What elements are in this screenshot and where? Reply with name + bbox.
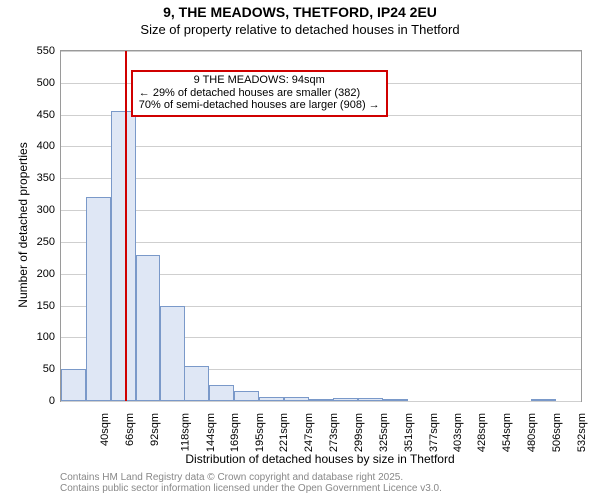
x-tick-label: 506sqm [551, 407, 563, 452]
x-tick-label: 428sqm [476, 407, 488, 452]
histogram-bar [309, 399, 334, 401]
x-tick-label: 351sqm [403, 407, 415, 452]
y-tick-label: 150 [37, 300, 61, 312]
gridline [61, 242, 581, 243]
y-tick-label: 250 [37, 236, 61, 248]
x-tick-label: 169sqm [229, 407, 241, 452]
x-tick-label: 118sqm [179, 407, 191, 451]
histogram-bar [61, 369, 86, 401]
x-tick-label: 195sqm [254, 407, 266, 452]
plot-area: 05010015020025030035040045050055040sqm66… [60, 50, 582, 402]
chart-title: 9, THE MEADOWS, THETFORD, IP24 2EU [0, 4, 600, 20]
x-tick-label: 247sqm [303, 407, 315, 452]
y-tick-label: 0 [49, 395, 61, 407]
histogram-bar [184, 366, 209, 401]
histogram-bar [531, 399, 556, 401]
histogram-bar [358, 398, 383, 401]
histogram-bar [86, 197, 111, 401]
annotation-line: ← 29% of detached houses are smaller (38… [139, 87, 380, 100]
x-tick-label: 40sqm [99, 407, 111, 446]
marker-line [125, 51, 127, 401]
x-tick-label: 454sqm [501, 407, 513, 452]
gridline [61, 210, 581, 211]
annotation-line: 9 THE MEADOWS: 94sqm [139, 74, 380, 87]
y-tick-label: 500 [37, 77, 61, 89]
footer-line: Contains HM Land Registry data © Crown c… [60, 472, 580, 483]
histogram-bar [259, 397, 284, 401]
y-tick-label: 400 [37, 140, 61, 152]
footer-line: Contains public sector information licen… [60, 483, 580, 494]
gridline [61, 401, 581, 402]
y-tick-label: 300 [37, 204, 61, 216]
histogram-bar [160, 306, 185, 401]
x-tick-label: 299sqm [353, 407, 365, 452]
annotation-line: 70% of semi-detached houses are larger (… [139, 99, 380, 112]
histogram-bar [333, 398, 358, 401]
y-tick-label: 450 [37, 109, 61, 121]
gridline [61, 51, 581, 52]
y-tick-label: 550 [37, 45, 61, 57]
histogram-bar [111, 111, 136, 401]
annotation-box: 9 THE MEADOWS: 94sqm← 29% of detached ho… [131, 70, 388, 117]
x-tick-label: 403sqm [453, 407, 465, 452]
histogram-bar [209, 385, 234, 401]
y-tick-label: 350 [37, 172, 61, 184]
histogram-bar [234, 391, 259, 401]
histogram-bar [284, 397, 309, 401]
x-tick-label: 66sqm [124, 407, 136, 446]
x-tick-label: 532sqm [576, 407, 588, 452]
x-axis-label: Distribution of detached houses by size … [60, 452, 580, 466]
y-tick-label: 200 [37, 268, 61, 280]
histogram-bar [383, 399, 408, 401]
attribution-footer: Contains HM Land Registry data © Crown c… [60, 472, 580, 494]
chart-subtitle: Size of property relative to detached ho… [0, 22, 600, 37]
x-tick-label: 92sqm [149, 407, 161, 446]
x-tick-label: 144sqm [205, 407, 217, 452]
y-tick-label: 50 [43, 363, 61, 375]
x-tick-label: 325sqm [378, 407, 390, 452]
gridline [61, 178, 581, 179]
x-tick-label: 377sqm [428, 407, 440, 452]
x-tick-label: 480sqm [526, 407, 538, 452]
y-tick-label: 100 [37, 331, 61, 343]
x-tick-label: 273sqm [328, 407, 340, 452]
x-tick-label: 221sqm [279, 407, 291, 452]
gridline [61, 146, 581, 147]
histogram-bar [136, 255, 161, 401]
y-axis-label: Number of detached properties [16, 50, 30, 400]
